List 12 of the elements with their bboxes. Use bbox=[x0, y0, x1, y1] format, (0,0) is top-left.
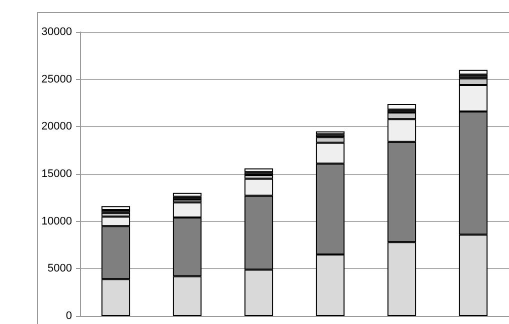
bar bbox=[172, 192, 202, 197]
bar bbox=[387, 104, 416, 110]
y-tick-label: 30000 bbox=[41, 26, 72, 38]
y-tick-label: 10000 bbox=[41, 215, 72, 228]
y-tick-label: 0 bbox=[66, 310, 72, 322]
y-tick-label: 25000 bbox=[41, 73, 72, 86]
y-tick-label: 5000 bbox=[48, 262, 72, 275]
bar bbox=[101, 206, 130, 210]
bar bbox=[458, 70, 488, 75]
y-tick-label: 20000 bbox=[41, 120, 72, 133]
y-tick-label: 15000 bbox=[41, 168, 72, 180]
bar bbox=[244, 168, 274, 172]
